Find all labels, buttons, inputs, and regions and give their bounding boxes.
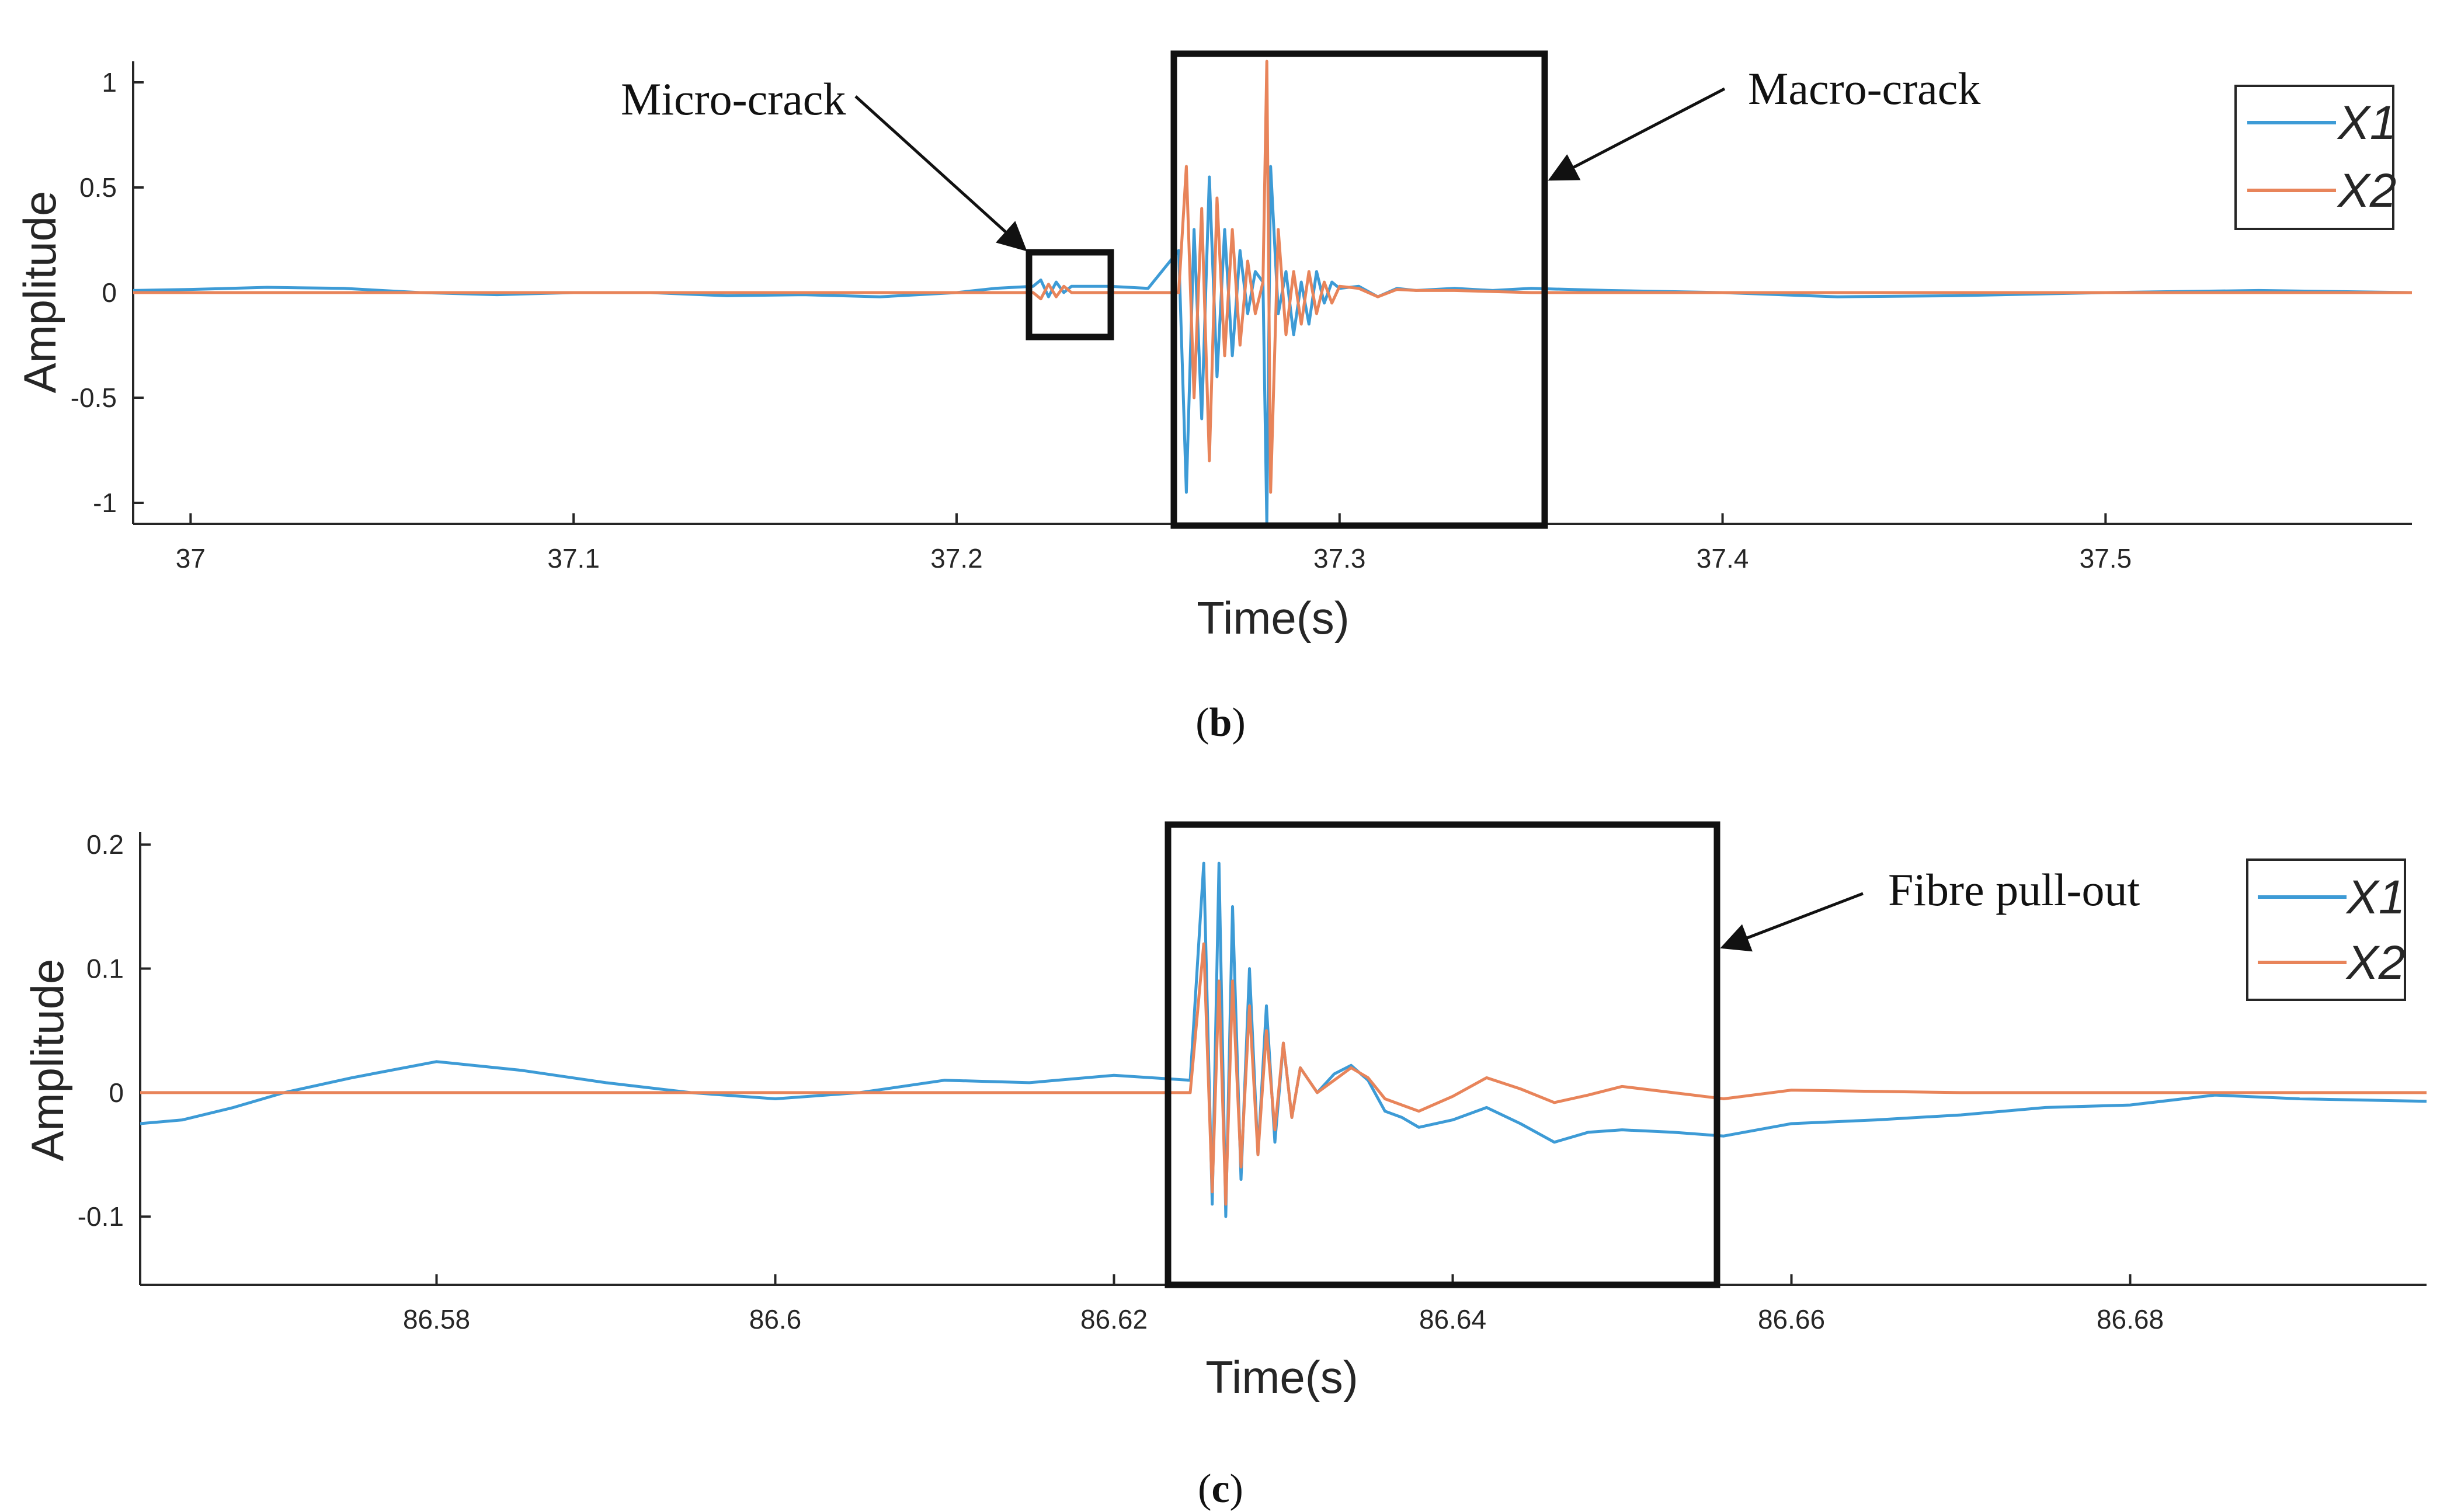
caption-b: (b) [1195, 700, 1246, 745]
micro-crack-box [1026, 249, 1114, 340]
y-tick-label: -0.5 [71, 383, 117, 413]
series-line-x2 [133, 60, 2412, 494]
x-tick-label: 37.5 [2080, 543, 2132, 573]
x-tick-label: 86.6 [749, 1304, 802, 1334]
x-axis-label: Time(s) [1205, 1351, 1358, 1403]
caption-c-letter: c [1211, 1466, 1229, 1511]
macro-crack-label: Macro-crack [1748, 63, 1980, 114]
x-ticks: 86.58 86.6 86.62 86.64 86.66 86.68 [403, 1274, 2164, 1334]
legend-label-x2: X2 [2337, 164, 2396, 217]
series-line-x1 [140, 861, 2427, 1218]
legend-box [2246, 858, 2406, 1001]
y-tick-label: -1 [93, 488, 117, 518]
x-tick-label: 86.68 [2097, 1304, 2164, 1334]
y-tick-label: 0 [109, 1077, 124, 1108]
x-tick-label: 37.4 [1697, 543, 1749, 573]
caption-c-open: ( [1198, 1466, 1211, 1511]
chart-panel-c: 0.2 0.1 0 -0.1 86.58 86.6 86.62 86.64 86.66 86.6… [22, 821, 2427, 1511]
y-tick-label: -0.1 [78, 1201, 124, 1232]
x-axis-label: Time(s) [1197, 592, 1349, 644]
legend: X1 X2 [2246, 858, 2406, 1001]
x-tick-label: 86.66 [1758, 1304, 1825, 1334]
y-tick-label: 0.1 [86, 954, 124, 984]
x-tick-label: 37.3 [1313, 543, 1366, 573]
y-axis-label: Amplitude [14, 191, 65, 394]
series-line-x2 [140, 942, 2427, 1206]
x-tick-label: 37 [176, 543, 206, 573]
x-tick-label: 86.62 [1080, 1304, 1148, 1334]
legend-label-x2: X2 [2345, 936, 2405, 989]
legend-box [2234, 85, 2394, 230]
macro-crack-box [1170, 50, 1548, 529]
caption-b-letter: b [1209, 700, 1232, 745]
micro-crack-label: Micro-crack [621, 74, 846, 124]
y-tick-label: 0.5 [79, 172, 117, 203]
y-tick-label: 0 [102, 277, 117, 308]
legend: X1 X2 [2234, 85, 2396, 230]
series-group [133, 60, 2413, 526]
caption-c-close: ) [1230, 1466, 1243, 1511]
y-tick-label: 1 [102, 67, 117, 98]
micro-crack-arrow [854, 95, 1027, 252]
caption-b-close: ) [1232, 700, 1245, 745]
y-ticks: 1 0.5 0 -0.5 -1 [71, 67, 144, 518]
x-tick-label: 37.1 [547, 543, 600, 573]
fibre-pull-out-label: Fibre pull-out [1888, 864, 2140, 915]
macro-crack-arrow [1548, 87, 1726, 181]
chart-panel-b: 1 0.5 0 -0.5 -1 37 37.1 37.2 37.3 37.4 37.5 Ampli… [14, 50, 2413, 745]
x-tick-label: 37.2 [930, 543, 983, 573]
caption-c: (c) [1198, 1466, 1243, 1511]
y-axis-label: Amplitude [22, 959, 73, 1162]
x-tick-label: 86.58 [403, 1304, 470, 1334]
legend-label-x1: X1 [2337, 96, 2396, 150]
caption-b-open: ( [1195, 700, 1209, 745]
y-ticks: 0.2 0.1 0 -0.1 [78, 829, 151, 1232]
legend-label-x1: X1 [2345, 871, 2405, 924]
y-tick-label: 0.2 [86, 829, 124, 860]
x-tick-label: 86.64 [1419, 1304, 1486, 1334]
series-group [140, 861, 2427, 1218]
x-ticks: 37 37.1 37.2 37.3 37.4 37.5 [176, 513, 2132, 573]
fibre-pull-out-box [1165, 821, 1720, 1288]
fibre-pull-out-arrow [1720, 892, 1864, 952]
